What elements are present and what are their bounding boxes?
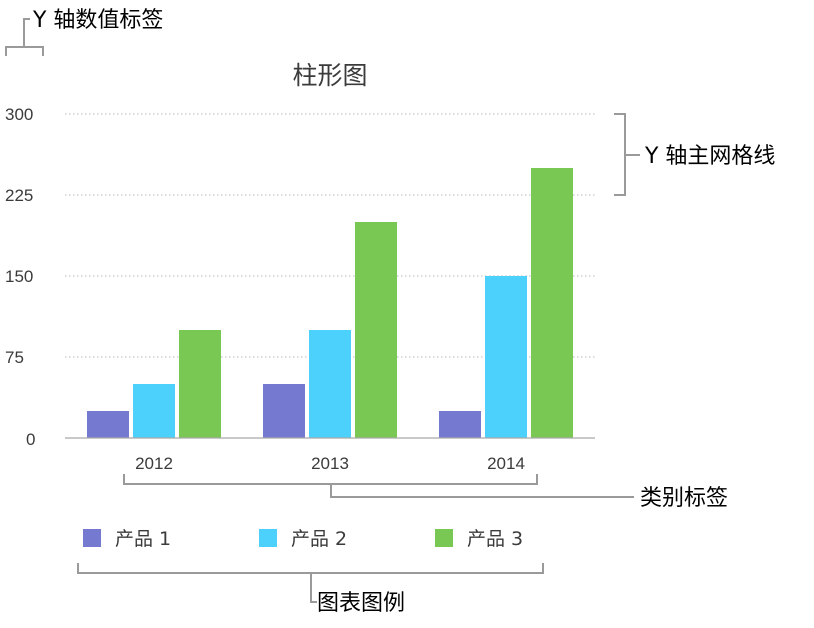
category-labels-bracket	[123, 474, 538, 485]
bar-2013-series-1	[263, 384, 305, 438]
legend-bracket	[77, 563, 544, 574]
y-tick-label: 300	[5, 105, 33, 124]
legend-label: 产品 1	[115, 528, 171, 550]
bar-2012-series-3	[179, 330, 221, 438]
category-label: 2014	[487, 454, 525, 473]
bar-2012-series-1	[87, 411, 129, 438]
y-tick-label: 75	[5, 348, 24, 367]
y-axis-tick-labels: 300 225 150 75 0	[5, 105, 35, 449]
category-label: 2012	[135, 454, 173, 473]
y-tick-label: 225	[5, 186, 33, 205]
y-axis-labels-leader	[23, 18, 30, 47]
category-label: 2013	[311, 454, 349, 473]
bar-2012-series-2	[133, 384, 175, 438]
y-tick-label: 150	[5, 267, 33, 286]
y-tick-label: 0	[26, 430, 35, 449]
y-axis-value-labels-callout: Y 轴数值标签	[32, 8, 163, 33]
category-labels-callout: 类别标签	[640, 486, 728, 511]
bar-2014-series-2	[485, 276, 527, 438]
category-labels-leader	[330, 484, 634, 498]
legend-swatch-series-1	[83, 529, 101, 547]
gridlines-callout: Y 轴主网格线	[644, 144, 775, 169]
legend-swatch-series-3	[435, 529, 453, 547]
bars	[87, 168, 573, 438]
chart-title: 柱形图	[292, 61, 367, 90]
gridlines-bracket	[614, 113, 626, 196]
chart-legend: 产品 1 产品 2 产品 3	[83, 528, 523, 550]
legend-leader	[310, 573, 317, 603]
legend-label: 产品 2	[291, 528, 347, 550]
bar-2014-series-3	[531, 168, 573, 438]
x-axis-category-labels: 2012 2013 2014	[135, 454, 525, 473]
legend-swatch-series-2	[259, 529, 277, 547]
legend-label: 产品 3	[467, 528, 523, 550]
y-axis-labels-bracket	[5, 46, 44, 56]
bar-2014-series-1	[439, 411, 481, 438]
bar-2013-series-2	[309, 330, 351, 438]
bar-2013-series-3	[355, 222, 397, 438]
chart-legend-callout: 图表图例	[317, 591, 405, 616]
